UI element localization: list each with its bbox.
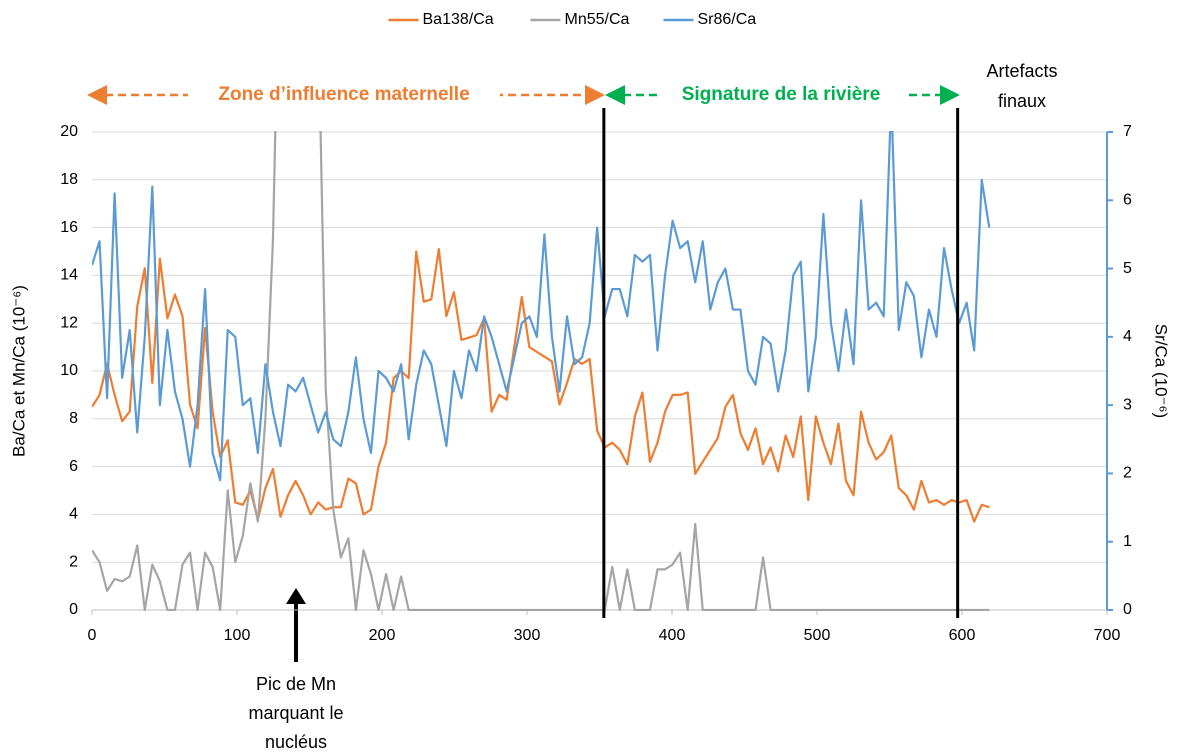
x-tick-label: 100 [224, 627, 251, 644]
plot [92, 131, 991, 611]
y2-tick-label: 4 [1123, 328, 1132, 345]
peak-label: marquant le [248, 703, 343, 723]
y2-tick-label: 6 [1123, 192, 1132, 209]
artefacts-label: finaux [998, 91, 1046, 111]
artefacts-label: Artefacts [986, 61, 1057, 81]
x-tick-label: 700 [1094, 627, 1121, 644]
y2-tick-label: 1 [1123, 533, 1132, 550]
label-bg [658, 82, 904, 108]
y2-tick-label: 7 [1123, 123, 1132, 140]
series-line [92, 131, 990, 611]
y-tick-label: 16 [60, 219, 78, 236]
y-axis-label: Ba/Ca et Mn/Ca (10⁻⁶) [9, 285, 28, 457]
x-tick-label: 200 [369, 627, 396, 644]
river-label: Signature de la rivière [682, 84, 881, 105]
y-tick-label: 10 [60, 362, 78, 379]
x-tick-label: 600 [949, 627, 976, 644]
y2-tick-label: 5 [1123, 260, 1132, 277]
legend-label: Sr86/Ca [698, 11, 757, 28]
x-tick-label: 300 [514, 627, 541, 644]
y-tick-label: 4 [69, 506, 78, 523]
x-tick-label: 400 [659, 627, 686, 644]
y-tick-label: 20 [60, 123, 78, 140]
y-tick-label: 8 [69, 410, 78, 427]
y-tick-label: 12 [60, 314, 78, 331]
series-line [92, 131, 991, 482]
y-tick-label: 18 [60, 171, 78, 188]
y2-axis-label: Sr/Ca (10⁻⁶) [1152, 324, 1171, 418]
y-tick-label: 14 [60, 267, 78, 284]
maternal-label: Zone d’influence maternelle [218, 84, 469, 105]
y2-tick-label: 0 [1123, 601, 1132, 618]
x-tick-label: 500 [804, 627, 831, 644]
peak-label: Pic de Mn [256, 674, 336, 694]
x-tick-label: 0 [88, 627, 97, 644]
series-line [92, 248, 990, 523]
peak-label: nucléus [265, 732, 327, 752]
y-tick-label: 6 [69, 458, 78, 475]
y2-tick-label: 3 [1123, 396, 1132, 413]
legend-label: Ba138/Ca [423, 11, 494, 28]
legend-label: Mn55/Ca [565, 11, 630, 28]
y2-tick-label: 2 [1123, 465, 1132, 482]
y-tick-label: 2 [69, 553, 78, 570]
y-tick-label: 0 [69, 601, 78, 618]
peak-arrowhead [286, 588, 306, 604]
label-bg [188, 82, 500, 108]
